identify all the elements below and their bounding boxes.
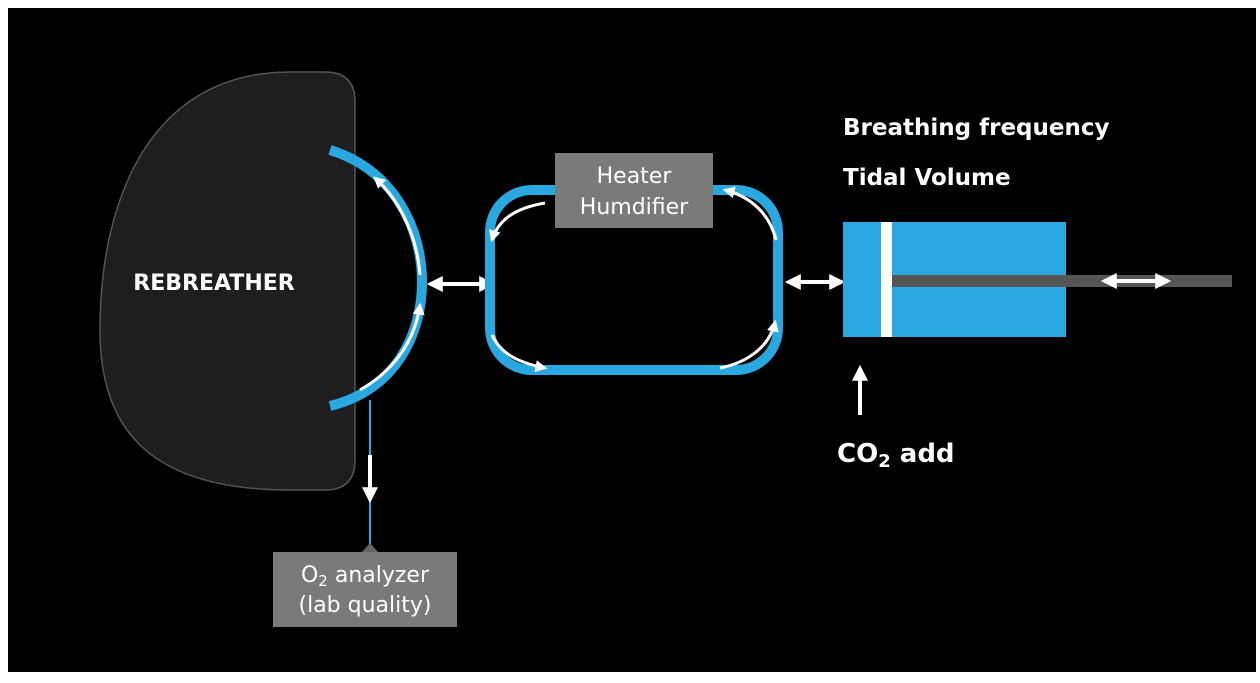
analyzer-tip [362,543,378,552]
loop-flow [719,319,779,370]
arc-flow-bottom [359,302,425,392]
piston-rod [892,275,1232,287]
settings-label-2: Tidal Volume [843,165,1011,191]
analyzer-rest: analyzer [328,563,430,588]
arc-flow-top [373,176,422,276]
loop-flow [722,186,778,241]
co2-main: CO [837,439,878,469]
settings-label: Breathing frequency [843,115,1109,141]
analyzer-label: O2 analyzer [301,563,430,590]
analyzer-box [273,552,457,627]
loop-flow [490,334,548,372]
rebreather-shape [99,71,356,491]
co2-label: CO2 add [837,439,955,472]
heater-label: Heater [597,164,673,189]
loop-flow [489,201,546,243]
analyzer-label-2: (lab quality) [299,593,432,618]
analyzer-main: O [301,563,318,588]
piston-head [881,222,892,337]
rebreather-label: REBREATHER [133,271,294,296]
co2-rest: add [891,439,955,469]
co2-sub: 2 [878,451,891,472]
heater-box [555,153,713,228]
heater-label-2: Humdifier [580,195,689,220]
analyzer-sub: 2 [318,572,328,590]
